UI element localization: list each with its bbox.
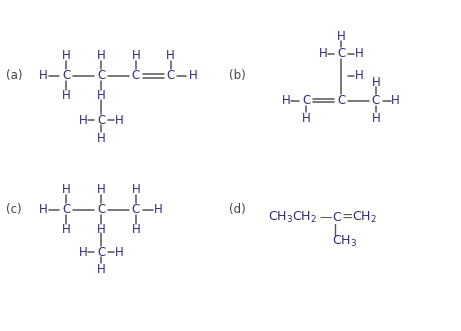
Text: (b): (b) bbox=[229, 69, 245, 82]
Text: H: H bbox=[166, 49, 175, 63]
Text: C: C bbox=[337, 47, 345, 61]
Text: C: C bbox=[332, 211, 341, 224]
Text: H: H bbox=[282, 94, 291, 107]
Text: (c): (c) bbox=[6, 203, 22, 216]
Text: H: H bbox=[79, 114, 88, 127]
Text: C: C bbox=[337, 94, 345, 107]
Text: =: = bbox=[341, 211, 353, 224]
Text: H: H bbox=[115, 114, 124, 127]
Text: H: H bbox=[62, 183, 71, 196]
Text: CH$_3$CH$_2$: CH$_3$CH$_2$ bbox=[268, 210, 317, 225]
Text: H: H bbox=[79, 246, 88, 259]
Text: H: H bbox=[355, 69, 363, 82]
Text: C: C bbox=[166, 69, 175, 82]
Text: H: H bbox=[131, 223, 140, 236]
Text: H: H bbox=[391, 94, 400, 107]
Text: H: H bbox=[97, 223, 106, 236]
Text: C: C bbox=[62, 203, 71, 216]
Text: H: H bbox=[372, 76, 380, 89]
Text: H: H bbox=[97, 262, 106, 276]
Text: (a): (a) bbox=[6, 69, 22, 82]
Text: H: H bbox=[62, 89, 71, 102]
Text: H: H bbox=[131, 49, 140, 63]
Text: C: C bbox=[97, 69, 105, 82]
Text: H: H bbox=[154, 203, 163, 216]
Text: CH$_3$: CH$_3$ bbox=[332, 234, 357, 249]
Text: H: H bbox=[189, 69, 198, 82]
Text: H: H bbox=[39, 69, 48, 82]
Text: H: H bbox=[62, 49, 71, 63]
Text: H: H bbox=[302, 112, 311, 125]
Text: H: H bbox=[39, 203, 48, 216]
Text: C: C bbox=[132, 69, 140, 82]
Text: C: C bbox=[97, 246, 105, 259]
Text: H: H bbox=[337, 29, 345, 43]
Text: (d): (d) bbox=[229, 203, 245, 216]
Text: H: H bbox=[131, 183, 140, 196]
Text: C: C bbox=[62, 69, 71, 82]
Text: H: H bbox=[372, 112, 380, 125]
Text: C: C bbox=[302, 94, 310, 107]
Text: —: — bbox=[319, 211, 332, 224]
Text: H: H bbox=[97, 49, 106, 63]
Text: C: C bbox=[132, 203, 140, 216]
Text: C: C bbox=[97, 114, 105, 127]
Text: C: C bbox=[97, 203, 105, 216]
Text: H: H bbox=[97, 89, 106, 102]
Text: H: H bbox=[355, 47, 363, 61]
Text: H: H bbox=[97, 132, 106, 145]
Text: H: H bbox=[62, 223, 71, 236]
Text: CH$_2$: CH$_2$ bbox=[352, 210, 377, 225]
Text: H: H bbox=[319, 47, 328, 61]
Text: H: H bbox=[97, 183, 106, 196]
Text: C: C bbox=[372, 94, 380, 107]
Text: H: H bbox=[115, 246, 124, 259]
